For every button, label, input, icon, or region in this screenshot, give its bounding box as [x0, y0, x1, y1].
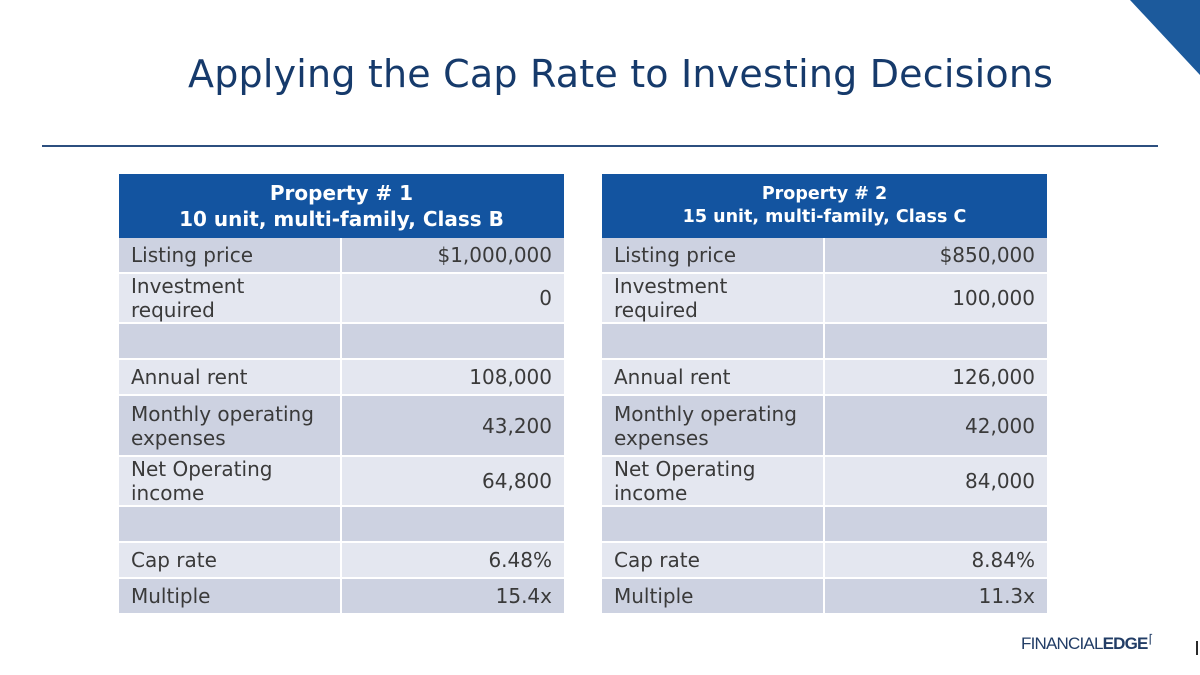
row-value: 84,000	[824, 457, 1047, 507]
row-label	[119, 324, 342, 360]
property-2-subtitle: 15 unit, multi-family, Class C	[682, 207, 967, 227]
table-row: Annual rent 126,000	[602, 360, 1047, 396]
row-label: Multiple	[602, 579, 825, 615]
row-value: 0	[341, 274, 564, 324]
table-row: Annual rent 108,000	[119, 360, 564, 396]
row-label	[602, 507, 825, 543]
row-label: Net Operating income	[119, 457, 342, 507]
table-row-spacer	[602, 324, 1047, 360]
row-value: 11.3x	[824, 579, 1047, 615]
property-1-subtitle: 10 unit, multi-family, Class B	[179, 207, 504, 231]
brand-text-financial: FINANCIAL	[1021, 634, 1103, 653]
row-label: Cap rate	[602, 543, 825, 579]
property-2-table: Property # 2 15 unit, multi-family, Clas…	[602, 174, 1047, 615]
row-label: Monthly operating expenses	[602, 396, 825, 457]
row-value	[341, 324, 564, 360]
table-row: Multiple 15.4x	[119, 579, 564, 615]
row-value	[824, 507, 1047, 543]
table-row: Multiple 11.3x	[602, 579, 1047, 615]
row-value: 6.48%	[341, 543, 564, 579]
row-value: 64,800	[341, 457, 564, 507]
slide-title: Applying the Cap Rate to Investing Decis…	[188, 52, 1054, 96]
row-label: Annual rent	[119, 360, 342, 396]
table-row: Cap rate 6.48%	[119, 543, 564, 579]
edge-tick-mark	[1196, 641, 1198, 655]
table-row: Monthly operating expenses 43,200	[119, 396, 564, 457]
table-row-spacer	[119, 507, 564, 543]
table-row: Net Operating income 64,800	[119, 457, 564, 507]
row-value: 126,000	[824, 360, 1047, 396]
row-value	[341, 507, 564, 543]
row-label: Listing price	[602, 238, 825, 274]
property-1-table: Property # 1 10 unit, multi-family, Clas…	[119, 174, 564, 615]
row-label: Monthly operating expenses	[119, 396, 342, 457]
row-value: 43,200	[341, 396, 564, 457]
table-row: Monthly operating expenses 42,000	[602, 396, 1047, 457]
row-value: 42,000	[824, 396, 1047, 457]
row-label: Cap rate	[119, 543, 342, 579]
title-divider	[42, 145, 1158, 147]
table-row-spacer	[602, 507, 1047, 543]
row-value: $850,000	[824, 238, 1047, 274]
table-row: Cap rate 8.84%	[602, 543, 1047, 579]
table-row-spacer	[119, 324, 564, 360]
property-1-title: Property # 1	[269, 181, 414, 205]
row-label	[119, 507, 342, 543]
financial-edge-logo: FINANCIALEDGE⌈	[1021, 632, 1154, 654]
corner-accent	[1130, 0, 1200, 75]
row-value: 100,000	[824, 274, 1047, 324]
table-row: Investment required 0	[119, 274, 564, 324]
brand-text-edge: EDGE	[1102, 634, 1149, 653]
row-label: Investment required	[119, 274, 342, 324]
row-value: $1,000,000	[341, 238, 564, 274]
row-value	[824, 324, 1047, 360]
row-label: Annual rent	[602, 360, 825, 396]
table-row: Investment required 100,000	[602, 274, 1047, 324]
property-2-header: Property # 2 15 unit, multi-family, Clas…	[602, 174, 1047, 238]
row-value: 108,000	[341, 360, 564, 396]
row-label: Multiple	[119, 579, 342, 615]
table-row: Net Operating income 84,000	[602, 457, 1047, 507]
table-row: Listing price $1,000,000	[119, 238, 564, 274]
row-value: 15.4x	[341, 579, 564, 615]
row-label: Listing price	[119, 238, 342, 274]
row-label: Net Operating income	[602, 457, 825, 507]
row-label: Investment required	[602, 274, 825, 324]
brand-corner-mark-icon: ⌈	[1148, 632, 1154, 646]
row-label	[602, 324, 825, 360]
row-value: 8.84%	[824, 543, 1047, 579]
table-row: Listing price $850,000	[602, 238, 1047, 274]
property-1-header: Property # 1 10 unit, multi-family, Clas…	[119, 174, 564, 238]
property-2-title: Property # 2	[761, 184, 888, 205]
